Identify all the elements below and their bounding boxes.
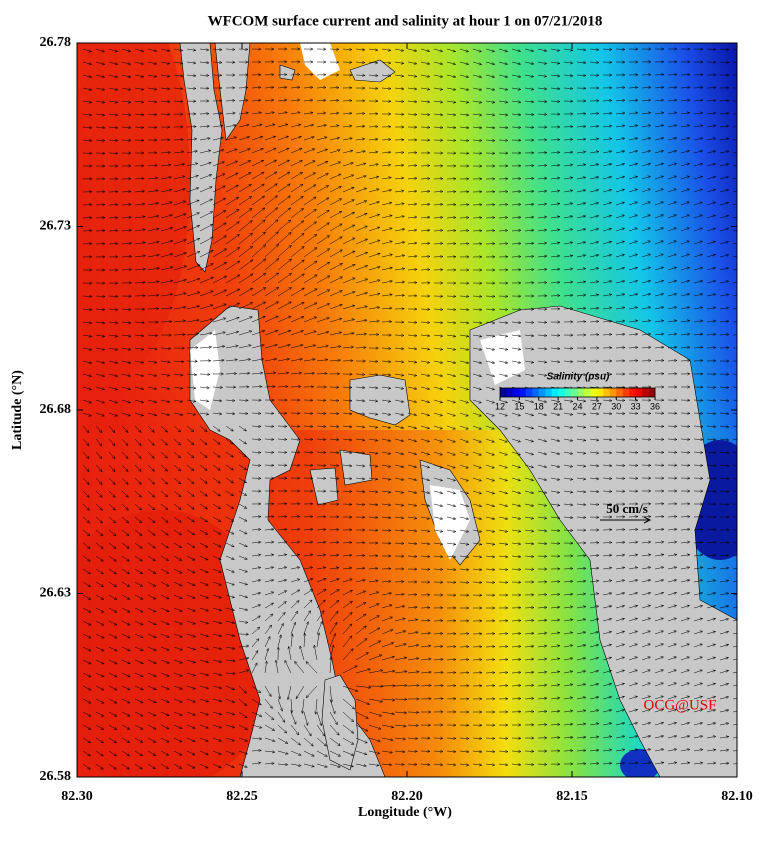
colorbar-tick-label: 15 <box>514 401 524 411</box>
colorbar-cell <box>571 388 578 397</box>
map-area <box>77 43 737 777</box>
credit: OCG@USF <box>643 697 716 713</box>
colorbar-cell <box>590 388 598 397</box>
x-tick-label: 82.10 <box>721 789 753 804</box>
scale-label: 50 cm/s <box>606 501 648 516</box>
colorbar-cell <box>616 388 624 397</box>
y-tick-label: 26.58 <box>40 769 72 784</box>
y-axis-label: Latitude (°N) <box>10 370 25 450</box>
colorbar-cell <box>519 388 527 397</box>
colorbar-cell <box>564 388 572 397</box>
colorbar-cell <box>577 388 585 397</box>
title: WFCOM surface current and salinity at ho… <box>208 13 603 29</box>
axes: 82.30 82.25 82.20 82.15 82.10 26.58 26.63 26.68… <box>40 35 753 804</box>
colorbar-cell <box>629 388 636 397</box>
colorbar: Salinity (psu) 12 15 18 21 24 27 30 33 36 <box>495 372 660 412</box>
colorbar-cell <box>506 388 514 397</box>
colorbar-cell <box>583 388 591 397</box>
colorbar-tick-label: 30 <box>611 401 621 411</box>
colorbar-tick-label: 21 <box>553 401 563 411</box>
scale-arrow-head <box>643 516 652 524</box>
colorbar-cell <box>609 388 617 397</box>
colorbar-tick-label: 33 <box>631 401 641 411</box>
colorbar-cell <box>622 388 630 397</box>
colorbar-cell <box>635 388 643 397</box>
colorbar-tick-label: 12 <box>495 401 505 411</box>
colorbar-tick-label: 36 <box>650 401 660 411</box>
y-tick-label: 26.78 <box>40 35 72 50</box>
colorbar-cell <box>558 388 565 397</box>
colorbar-cell <box>532 388 540 397</box>
current-vectors <box>82 47 737 770</box>
colorbar-tick-label: 24 <box>572 401 582 411</box>
colorbar-cell <box>512 388 520 397</box>
colorbar-cell <box>525 388 533 397</box>
colorbar-tick-label: 18 <box>534 401 544 411</box>
colorbar-cell <box>500 388 507 397</box>
x-axis-label: Longitude (°W) <box>358 805 452 820</box>
y-tick-label: 26.63 <box>40 586 72 601</box>
colorbar-cell <box>596 388 604 397</box>
x-tick-label: 82.15 <box>556 789 588 804</box>
colorbar-cell <box>603 388 611 397</box>
colorbar-tick-label: 27 <box>592 401 602 411</box>
dry-area <box>190 43 525 560</box>
colorbar-cell <box>545 388 552 397</box>
colorbar-cell <box>551 388 559 397</box>
colorbar-cell <box>648 388 656 397</box>
colorbar-cell <box>538 388 546 397</box>
colorbar-label: Salinity (psu) <box>547 372 610 383</box>
x-tick-label: 82.30 <box>61 789 93 804</box>
x-tick-label: 82.20 <box>391 789 423 804</box>
y-tick-label: 26.73 <box>40 219 72 234</box>
y-tick-label: 26.68 <box>40 402 72 417</box>
colorbar-cell <box>642 388 649 397</box>
x-tick-label: 82.25 <box>226 789 258 804</box>
